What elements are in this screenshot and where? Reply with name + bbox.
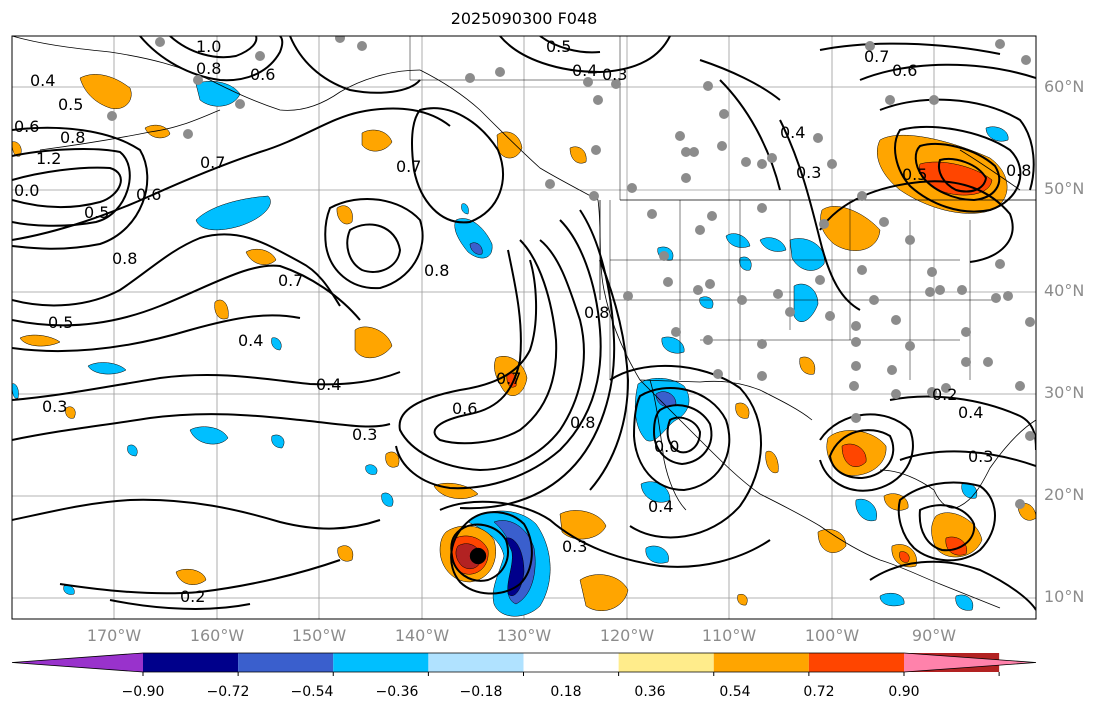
colorbar-segment: [428, 653, 524, 672]
contour-lines: [12, 36, 1036, 611]
lat-label: 50°N: [1044, 179, 1085, 198]
colorbar-min-extension: [12, 653, 143, 672]
contour-label: 0.4: [648, 497, 673, 516]
colorbar-segment: [618, 653, 714, 672]
contour-label: 0.2: [180, 587, 205, 606]
map-frame: [11, 35, 1037, 620]
lat-label: 40°N: [1044, 281, 1085, 300]
contour-labels: 0.4 0.5 0.8 1.2 0.5 0.6 0.7 0.8 0.7 0.5 …: [14, 37, 1031, 606]
lon-label: 130°W: [496, 626, 552, 645]
contour-label: 0.3: [968, 447, 993, 466]
contour-label: 0.6: [250, 65, 275, 84]
contour-label: 0.6: [452, 399, 477, 418]
contour-label: 0.4: [572, 61, 597, 80]
colorbar-segment: [333, 653, 429, 672]
contour-label: 0.8: [1006, 161, 1031, 180]
contour-label: 0.5: [58, 95, 83, 114]
contour-label: 0.8: [112, 249, 137, 268]
contour-label: 0.2: [932, 385, 957, 404]
lon-label: 170°W: [86, 626, 142, 645]
lat-label: 60°N: [1044, 77, 1085, 96]
colorbar-max-extension: [904, 653, 1036, 672]
contour-label: 0.5: [546, 37, 571, 56]
lon-label: 90°W: [911, 626, 957, 645]
colorbar: [11, 652, 1037, 676]
station-dots: [107, 36, 1035, 509]
contour-label: 1.2: [36, 149, 61, 168]
contour-label: 0.3: [602, 65, 627, 84]
colorbar-tick-label: −0.90: [121, 684, 165, 700]
lon-label: 100°W: [804, 626, 860, 645]
colorbar-segment: [713, 653, 809, 672]
lon-label: 160°W: [189, 626, 245, 645]
colorbar-tick-label: 0.72: [803, 684, 835, 700]
contour-label: 0.0: [14, 181, 39, 200]
colorbar-tick-label: −0.54: [290, 684, 334, 700]
colorbar-segment: [808, 653, 904, 672]
lon-label: 150°W: [291, 626, 347, 645]
negative-anomaly-shading: [12, 81, 1009, 611]
contour-label: 0.7: [496, 369, 521, 388]
contour-label: 0.3: [352, 425, 377, 444]
contour-label: 0.4: [780, 123, 805, 142]
lat-label: 30°N: [1044, 383, 1085, 402]
contour-label: 0.8: [584, 303, 609, 322]
lon-label: 140°W: [394, 626, 450, 645]
contour-label: 0.7: [864, 47, 889, 66]
lat-label: 10°N: [1044, 587, 1085, 606]
contour-label: 0.5: [84, 203, 109, 222]
colorbar-segment: [523, 653, 619, 672]
lon-label: 120°W: [599, 626, 655, 645]
contour-label: 0.4: [238, 331, 263, 350]
contour-label: 0.7: [396, 157, 421, 176]
contour-label: 0.5: [902, 165, 927, 184]
contour-label: 0.8: [60, 128, 85, 147]
colorbar-tick-label: 0.90: [888, 684, 920, 700]
contour-label: 0.6: [892, 61, 917, 80]
contour-label: 0.3: [42, 397, 67, 416]
contour-label: 0.0: [654, 437, 679, 456]
colorbar-segment: [143, 653, 239, 672]
colorbar-tick-label: 0.36: [634, 684, 666, 700]
contour-label: 0.8: [424, 261, 449, 280]
colorbar-segment: [238, 653, 334, 672]
contour-label: 0.7: [278, 271, 303, 290]
colorbar-tick-label: −0.18: [459, 684, 503, 700]
contour-label: 0.7: [200, 153, 225, 172]
contour-label: 0.5: [48, 313, 73, 332]
contour-label: 0.6: [136, 185, 161, 204]
contour-label: 0.4: [316, 375, 341, 394]
contour-label: 0.4: [30, 71, 55, 90]
contour-label: 0.4: [958, 403, 983, 422]
lon-label: 110°W: [701, 626, 757, 645]
contour-label: 0.3: [562, 537, 587, 556]
contour-label: 0.8: [196, 59, 221, 78]
colorbar-tick-label: −0.72: [206, 684, 250, 700]
colorbar-tick-label: −0.36: [375, 684, 419, 700]
contour-label: 0.3: [796, 163, 821, 182]
map-title: 2025090300 F048: [450, 9, 598, 28]
lat-label: 20°N: [1044, 485, 1085, 504]
colorbar-tick-label: 0.54: [719, 684, 751, 700]
colorbar-tick-label: 0.18: [550, 684, 582, 700]
contour-label: 1.0: [196, 37, 221, 56]
contour-label: 0.8: [570, 413, 595, 432]
contour-label: 0.6: [14, 117, 39, 136]
